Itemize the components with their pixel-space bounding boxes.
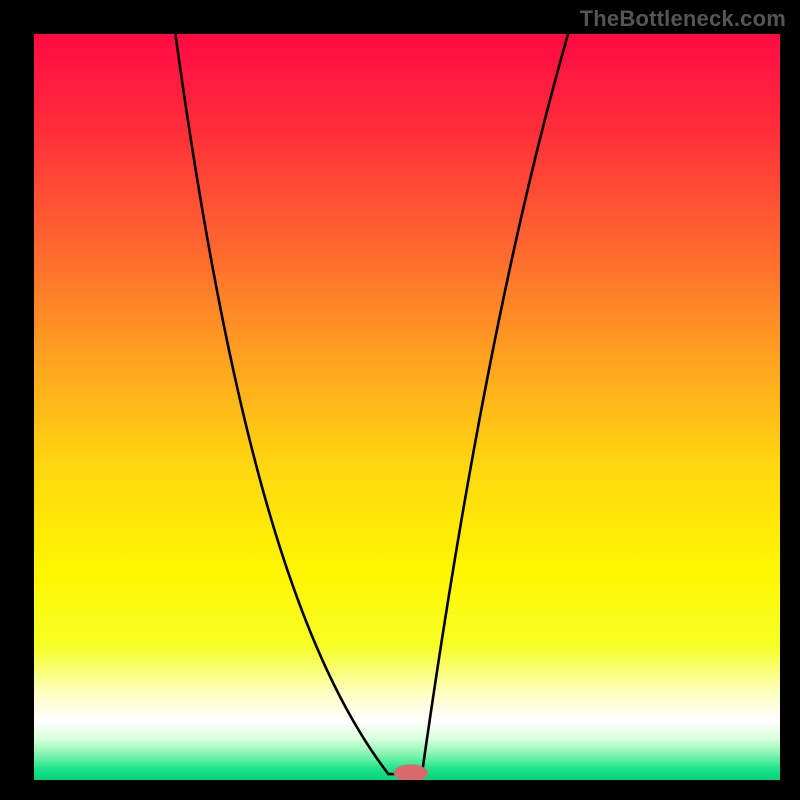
figure-container: TheBottleneck.com [0, 0, 800, 800]
chart-svg [34, 34, 780, 780]
bottleneck-chart [34, 34, 780, 780]
gradient-background [34, 34, 780, 780]
watermark-text: TheBottleneck.com [580, 6, 786, 32]
